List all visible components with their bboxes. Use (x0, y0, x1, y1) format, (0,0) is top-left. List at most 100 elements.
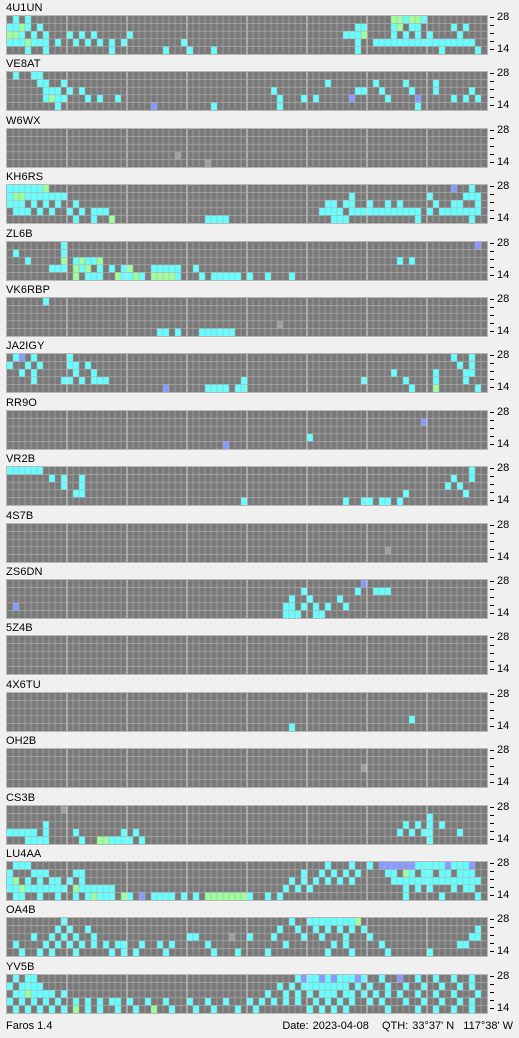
grid-cell (355, 974, 361, 983)
grid-cell (331, 941, 337, 949)
grid-cell (121, 892, 127, 900)
grid-cell (457, 38, 463, 47)
grid-cell (55, 925, 61, 934)
grid-cell (43, 835, 49, 844)
grid-cell (103, 892, 109, 900)
grid-cell (469, 474, 475, 483)
grid-cell (301, 95, 307, 103)
grid-cell (151, 102, 157, 111)
grid-cell (457, 862, 463, 870)
band-tick (490, 33, 494, 34)
grid-cell (427, 813, 433, 821)
grid-cell (13, 1005, 19, 1013)
grid-cell (223, 892, 229, 900)
grid-cell (121, 948, 127, 957)
grid-cell (31, 377, 37, 385)
grid-cell (169, 1005, 175, 1013)
grid-cell (199, 328, 205, 336)
grid-cell (337, 925, 343, 934)
grid-cell (223, 271, 229, 280)
grid-cell (217, 892, 223, 900)
grid-cell (403, 997, 409, 1006)
grid-cell (103, 941, 109, 949)
grid-cell (463, 377, 469, 385)
grid-cell (85, 892, 91, 900)
grid-cell (211, 892, 217, 900)
grid-cell (415, 1005, 421, 1013)
grid-cell (67, 87, 73, 96)
grid-cell (157, 271, 163, 280)
grid-cell (7, 828, 13, 836)
grid-cell (421, 418, 427, 426)
grid-cell (25, 192, 31, 201)
grid-cell (25, 884, 31, 893)
grid-cell (355, 869, 361, 878)
grid-cell (343, 1005, 349, 1013)
station-panel: 4X6TU 28 14 (0, 677, 519, 733)
grid-cell (91, 941, 97, 949)
grid-cell (385, 38, 391, 47)
grid-cell (253, 1005, 259, 1013)
grid-cell (469, 997, 475, 1006)
grid-cell (13, 38, 19, 47)
grid-cell (397, 974, 403, 983)
grid-cell (403, 79, 409, 88)
grid-cell (223, 997, 229, 1006)
station-callsign: 4X6TU (6, 678, 41, 691)
grid-cell (277, 982, 283, 990)
station-panel: ZL6B 28 14 (0, 226, 519, 282)
band-tick (490, 41, 494, 42)
band-tick (490, 943, 494, 945)
grid-cell (325, 200, 331, 208)
grid-cell (31, 869, 37, 878)
grid-cell (433, 369, 439, 378)
grid-cell (319, 918, 325, 926)
grid-cell (433, 38, 439, 47)
qth-latitude: 33°37' N (412, 1020, 455, 1032)
propagation-grid (6, 127, 488, 168)
grid-cell (73, 256, 79, 265)
band-scale: 28 14 (490, 68, 519, 111)
grid-cell (463, 489, 469, 498)
grid-cell (391, 31, 397, 39)
grid-cell (319, 989, 325, 998)
band-tick (490, 613, 494, 614)
grid-cell (13, 941, 19, 949)
grid-cell (421, 982, 427, 990)
band-label-top: 28 (497, 180, 510, 193)
grid-cell (97, 271, 103, 280)
grid-cell (235, 1005, 241, 1013)
propagation-grid (6, 353, 488, 394)
grid-cell (451, 989, 457, 998)
band-label-top: 28 (497, 462, 510, 475)
grid-cell (79, 474, 85, 483)
grid-cell (397, 207, 403, 216)
grid-cell (211, 384, 217, 393)
grid-cell (337, 974, 343, 983)
band-label-bottom: 14 (497, 945, 510, 958)
grid-cell (475, 989, 481, 998)
grid-cell (319, 1005, 325, 1013)
grid-cell (241, 892, 247, 900)
station-panel: 5Z4B 28 14 (0, 620, 519, 676)
grid-cell (433, 974, 439, 983)
grid-cell (13, 862, 19, 870)
grid-cell (391, 869, 397, 878)
grid-cell (187, 46, 193, 54)
band-tick (490, 315, 494, 316)
grid-cell (343, 933, 349, 942)
grid-cell (283, 610, 289, 618)
station-panel: OH2B 28 14 (0, 733, 519, 789)
grid-cell (19, 200, 25, 208)
grid-cell (325, 948, 331, 957)
grid-cell (97, 1005, 103, 1013)
grid-cell (403, 820, 409, 829)
grid-cell (469, 933, 475, 942)
grid-cell (7, 361, 13, 370)
grid-cell (295, 974, 301, 983)
band-label-bottom: 14 (497, 776, 510, 789)
grid-cell (289, 271, 295, 280)
grid-cell (475, 46, 481, 54)
station-callsign: W6WX (6, 114, 41, 127)
grid-cell (85, 271, 91, 280)
